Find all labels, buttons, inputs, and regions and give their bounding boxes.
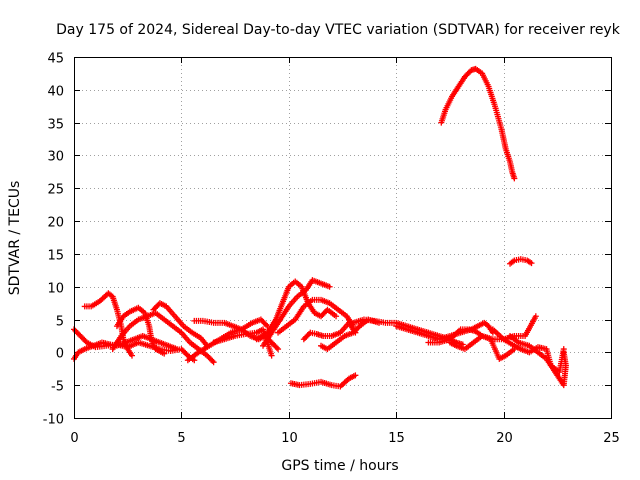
y-tick-label: 15 bbox=[47, 249, 64, 264]
data-point bbox=[532, 313, 539, 320]
data-point bbox=[305, 330, 312, 337]
data-point bbox=[82, 338, 89, 345]
data-point bbox=[275, 346, 282, 353]
series-track-u bbox=[507, 332, 569, 389]
series-track-k bbox=[260, 277, 333, 349]
x-tick-label: 25 bbox=[603, 431, 620, 446]
series-track-s bbox=[446, 332, 518, 362]
y-tick-label: 25 bbox=[47, 183, 64, 198]
y-tick-label: 20 bbox=[47, 216, 64, 231]
y-tick-label: -10 bbox=[43, 413, 64, 428]
data-point bbox=[333, 313, 340, 320]
data-point bbox=[174, 346, 181, 353]
series-track-c bbox=[71, 332, 181, 362]
x-tick-label: 15 bbox=[388, 431, 405, 446]
y-tick-label: 45 bbox=[47, 52, 64, 67]
data-point bbox=[326, 283, 333, 290]
y-tick-label: 40 bbox=[47, 85, 64, 100]
data-point bbox=[263, 321, 270, 328]
data-point bbox=[128, 352, 135, 359]
data-point bbox=[511, 175, 518, 182]
series-track-l bbox=[275, 296, 357, 336]
series-track-d bbox=[113, 304, 168, 357]
series-track-n bbox=[300, 319, 359, 343]
grid bbox=[74, 57, 611, 418]
x-tick-label: 20 bbox=[496, 431, 513, 446]
data-point bbox=[273, 344, 280, 351]
y-tick-label: 5 bbox=[56, 315, 64, 330]
y-tick-label: 30 bbox=[47, 150, 64, 165]
series-track-e bbox=[109, 309, 217, 366]
y-tick-label: 10 bbox=[47, 282, 64, 297]
series-track-r bbox=[425, 313, 539, 346]
y-axis-label: SDTVAR / TECUs bbox=[7, 181, 23, 296]
data-point bbox=[560, 349, 567, 356]
x-tick-label: 0 bbox=[70, 431, 78, 446]
series-track-w bbox=[507, 256, 535, 267]
x-tick-label: 5 bbox=[177, 431, 185, 446]
x-tick-label: 10 bbox=[281, 431, 298, 446]
data-point bbox=[355, 324, 362, 331]
data-series bbox=[71, 65, 569, 390]
axis-ticks: -10 -5 0 5 10 15 20 25 30 35 40 45 0 5 10 15 20 25 bbox=[43, 52, 620, 447]
y-tick-label: -5 bbox=[51, 380, 64, 395]
series-track-m bbox=[287, 372, 359, 390]
chart-title: Day 175 of 2024, Sidereal Day-to-day VTE… bbox=[56, 22, 621, 38]
data-point bbox=[161, 350, 168, 357]
data-point bbox=[352, 372, 359, 379]
y-tick-label: 35 bbox=[47, 118, 64, 133]
data-point bbox=[210, 359, 217, 366]
x-axis-label: GPS time / hours bbox=[281, 458, 398, 474]
data-point bbox=[528, 260, 535, 267]
data-point bbox=[268, 352, 275, 359]
y-tick-label: 0 bbox=[56, 347, 64, 362]
series-track-v bbox=[438, 65, 518, 182]
plot-frame bbox=[74, 57, 612, 419]
data-point bbox=[209, 357, 216, 364]
